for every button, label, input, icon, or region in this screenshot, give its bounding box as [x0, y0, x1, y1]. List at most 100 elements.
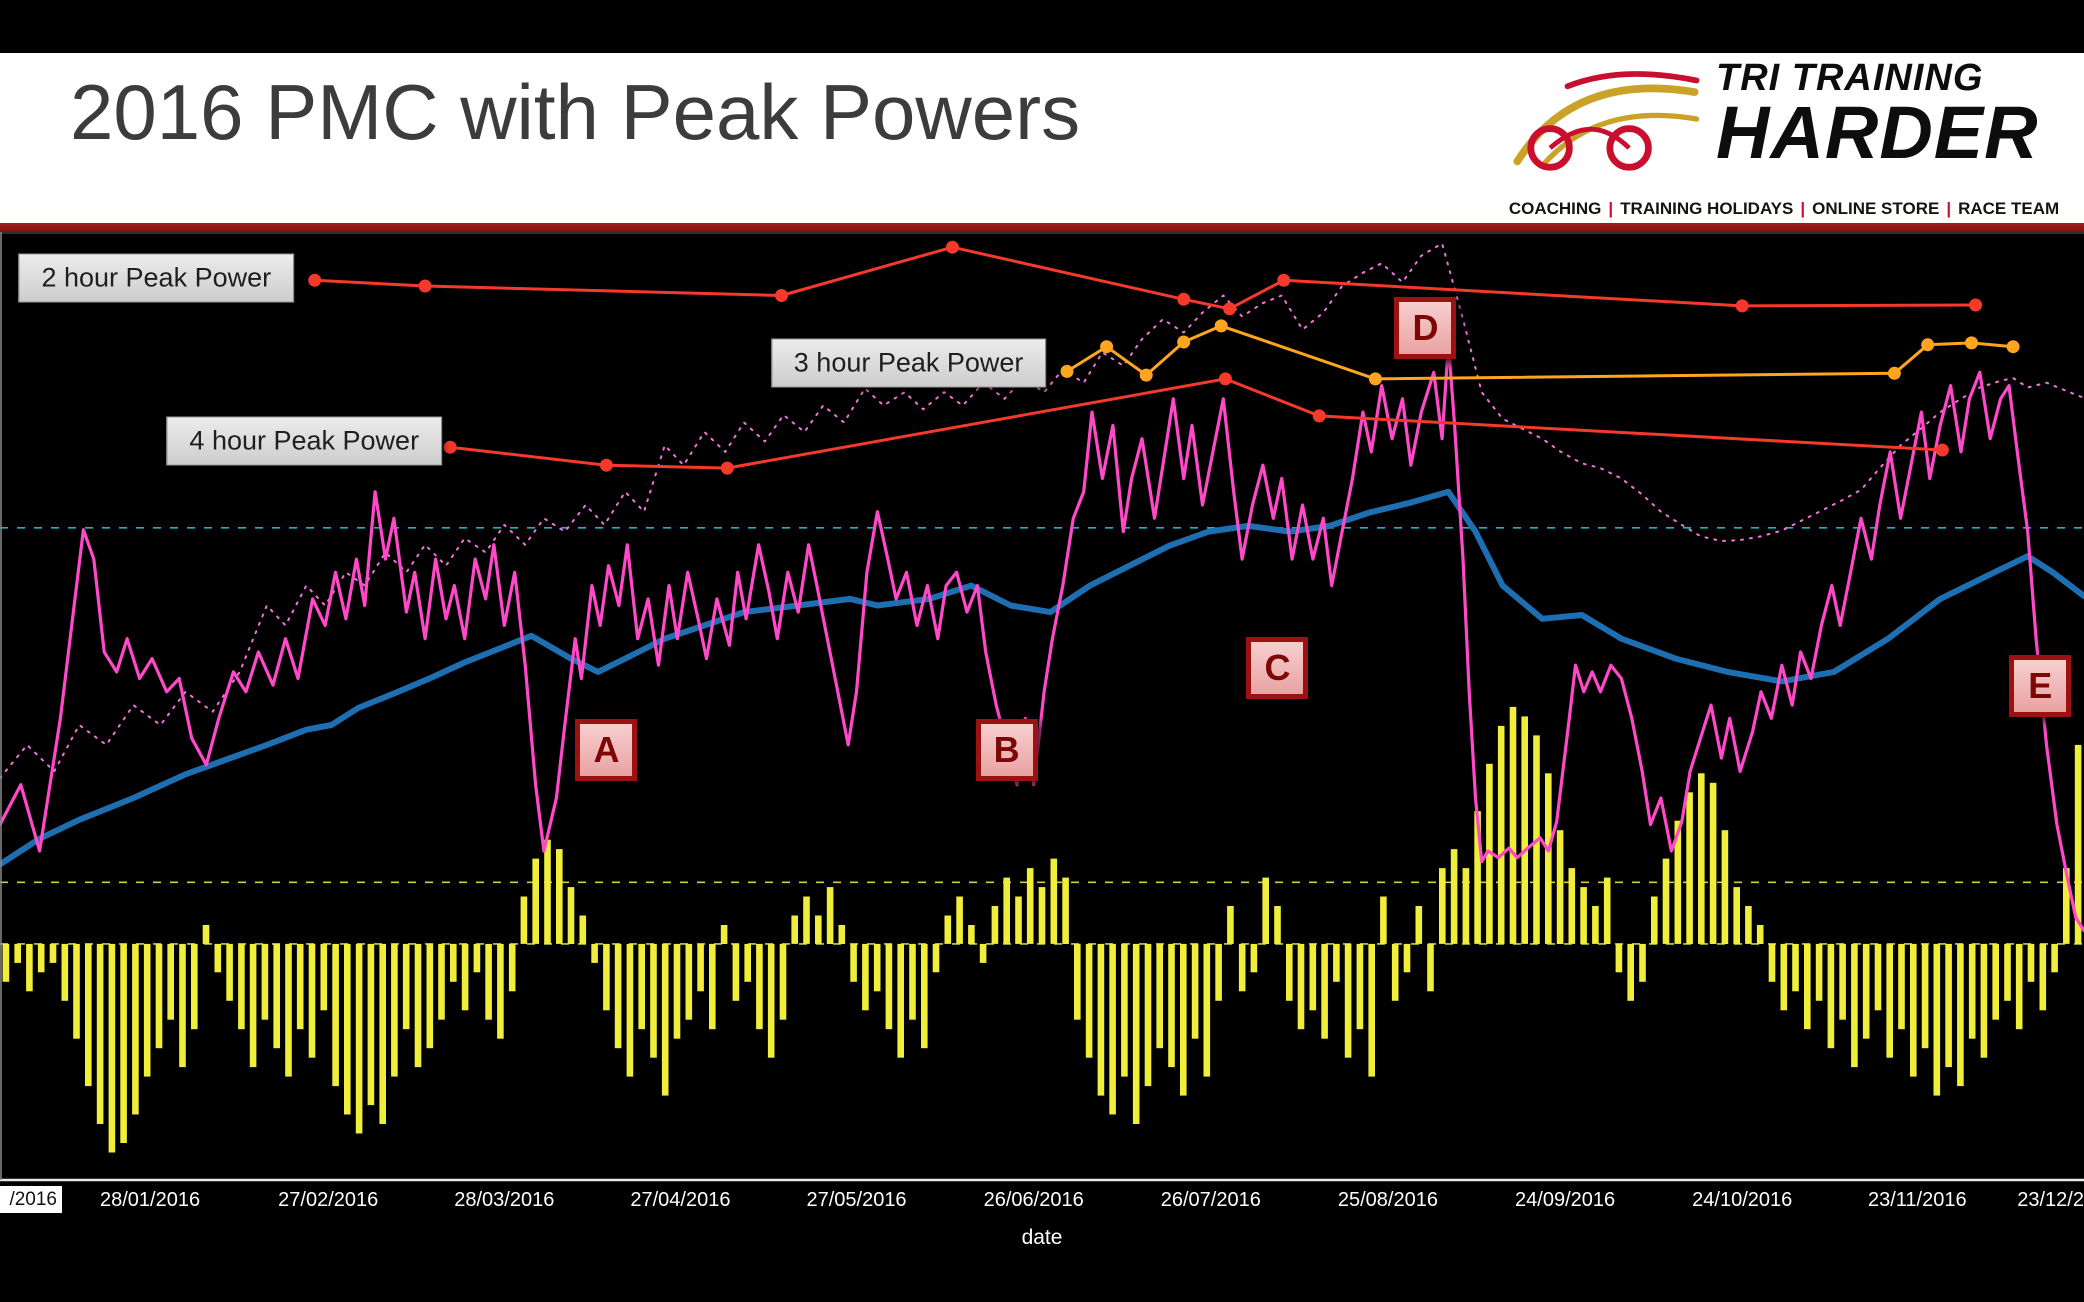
tsb-bar: [1874, 943, 1882, 1011]
logo-wordmark: TRI TRAINING HARDER: [1716, 57, 2039, 169]
tsb-bar: [1709, 782, 1717, 944]
tsb-bar: [661, 943, 669, 1096]
tsb-bar: [638, 943, 645, 1030]
tsb-bar: [249, 943, 257, 1068]
tsb-bar: [202, 925, 210, 944]
tsb-bar: [191, 943, 198, 1030]
marker-four-hour-peak-power: [599, 458, 613, 472]
tsb-bar: [108, 943, 116, 1153]
marker-three-hour-peak-power: [1139, 368, 1153, 382]
marker-two-hour-peak-power: [1177, 292, 1191, 306]
tsb-bar: [968, 925, 975, 944]
tsb-bar: [1886, 943, 1893, 1058]
tsb-bar: [1627, 943, 1634, 1001]
tsb-bar: [214, 943, 222, 973]
tsb-bar: [450, 943, 457, 982]
tsb-bar: [1862, 943, 1870, 1039]
tsb-bar: [626, 943, 634, 1077]
tsb-bar: [1427, 943, 1434, 992]
tsb-bar: [1403, 943, 1411, 973]
tsb-bar: [508, 943, 516, 992]
tsb-bar: [1851, 943, 1858, 1068]
slide-title: 2016 PMC with Peak Powers: [70, 68, 1081, 156]
tsb-bar: [2063, 868, 2070, 944]
marker-four-hour-peak-power: [1935, 443, 1949, 457]
marker-two-hour-peak-power: [1223, 302, 1237, 316]
tsb-bar: [1097, 943, 1105, 1096]
tsb-bar: [120, 943, 127, 1143]
x-tick-label: 25/08/2016: [1337, 1189, 1438, 1211]
marker-two-hour-peak-power: [1735, 299, 1749, 313]
tsb-bar: [461, 943, 469, 1011]
tsb-bar: [556, 849, 563, 944]
tsb-bar: [1391, 943, 1399, 1001]
tsb-bar: [603, 943, 610, 1011]
tsb-bar: [37, 943, 45, 973]
marker-three-hour-peak-power: [1060, 364, 1074, 378]
tsb-bar: [1827, 943, 1835, 1049]
tsb-bar: [1662, 858, 1670, 944]
annotation-A: A: [575, 718, 638, 781]
tsb-bar: [1804, 943, 1811, 1030]
marker-three-hour-peak-power: [1214, 319, 1228, 333]
tsb-bar: [850, 943, 857, 982]
tsb-bar: [673, 943, 681, 1039]
tsb-bar: [285, 943, 292, 1077]
tsb-bar: [1568, 868, 1576, 944]
series-ctl: [0, 488, 2084, 868]
brand-logo: TRI TRAINING HARDER COACHING | TRAINING HO…: [1508, 57, 2060, 221]
tsb-bar: [1026, 868, 1034, 944]
tsb-bar: [1910, 943, 1917, 1077]
tsb-bar: [815, 915, 822, 944]
header: 2016 PMC with Peak Powers TRI TRAINING H…: [0, 53, 2084, 223]
tsb-bar: [226, 943, 233, 1001]
tsb-bar: [1439, 868, 1446, 944]
tsb-bar: [944, 915, 952, 944]
tsb-bar: [1121, 943, 1128, 1077]
tsb-bar: [1921, 943, 1929, 1049]
x-tick-label: 28/01/2016: [99, 1189, 201, 1211]
x-tick-label: 27/05/2016: [806, 1189, 907, 1211]
tsb-bar: [532, 858, 539, 944]
marker-three-hour-peak-power: [1368, 372, 1382, 386]
tsb-bar: [1286, 943, 1293, 1001]
marker-three-hour-peak-power: [1921, 338, 1935, 352]
tsb-bar: [921, 943, 928, 1049]
series-daily-dotted: [0, 242, 2084, 779]
tsb-bar: [873, 943, 881, 992]
tsb-bar: [2004, 943, 2011, 1001]
tagline-separator: |: [1608, 199, 1614, 218]
tsb-bar: [932, 943, 940, 973]
tsb-bar: [544, 839, 551, 944]
tsb-bar: [1415, 906, 1423, 944]
tsb-bar: [1780, 943, 1788, 1011]
tsb-bar: [1756, 925, 1764, 944]
marker-two-hour-peak-power: [418, 279, 432, 293]
marker-four-hour-peak-power: [443, 440, 457, 454]
x-tick-label: 27/04/2016: [630, 1189, 731, 1211]
tsb-bar: [1957, 943, 1964, 1087]
logo-tagline: COACHING | TRAINING HOLIDAYS | ONLINE STORE |…: [1508, 199, 2060, 219]
tsb-bar: [1462, 868, 1470, 944]
tsb-bar: [1380, 896, 1387, 944]
series-two-hour-peak-power: [313, 245, 1978, 311]
tsb-bar: [744, 943, 751, 982]
tsb-bar: [473, 943, 481, 973]
tsb-bar: [1698, 773, 1705, 944]
tsb-bar: [803, 896, 810, 944]
annotation-E: E: [2009, 655, 2072, 718]
tsb-bar: [61, 943, 69, 1001]
first-x-tick-highlight: /2016: [0, 1186, 62, 1213]
x-tick-label: 23/11/2016: [1867, 1189, 1967, 1211]
series-label-two-hour: 2 hour Peak Power: [18, 253, 295, 303]
tsb-bar: [49, 943, 57, 963]
tsb-bar: [1038, 887, 1046, 944]
tsb-bar: [1191, 943, 1199, 1039]
tsb-bar: [344, 943, 351, 1115]
logo-wordmark-top: TRI TRAINING: [1716, 57, 1984, 99]
tsb-bar: [485, 943, 492, 1020]
tsb-bar: [2074, 744, 2082, 944]
marker-three-hour-peak-power: [1100, 340, 1114, 354]
tsb-bar: [379, 943, 386, 1124]
